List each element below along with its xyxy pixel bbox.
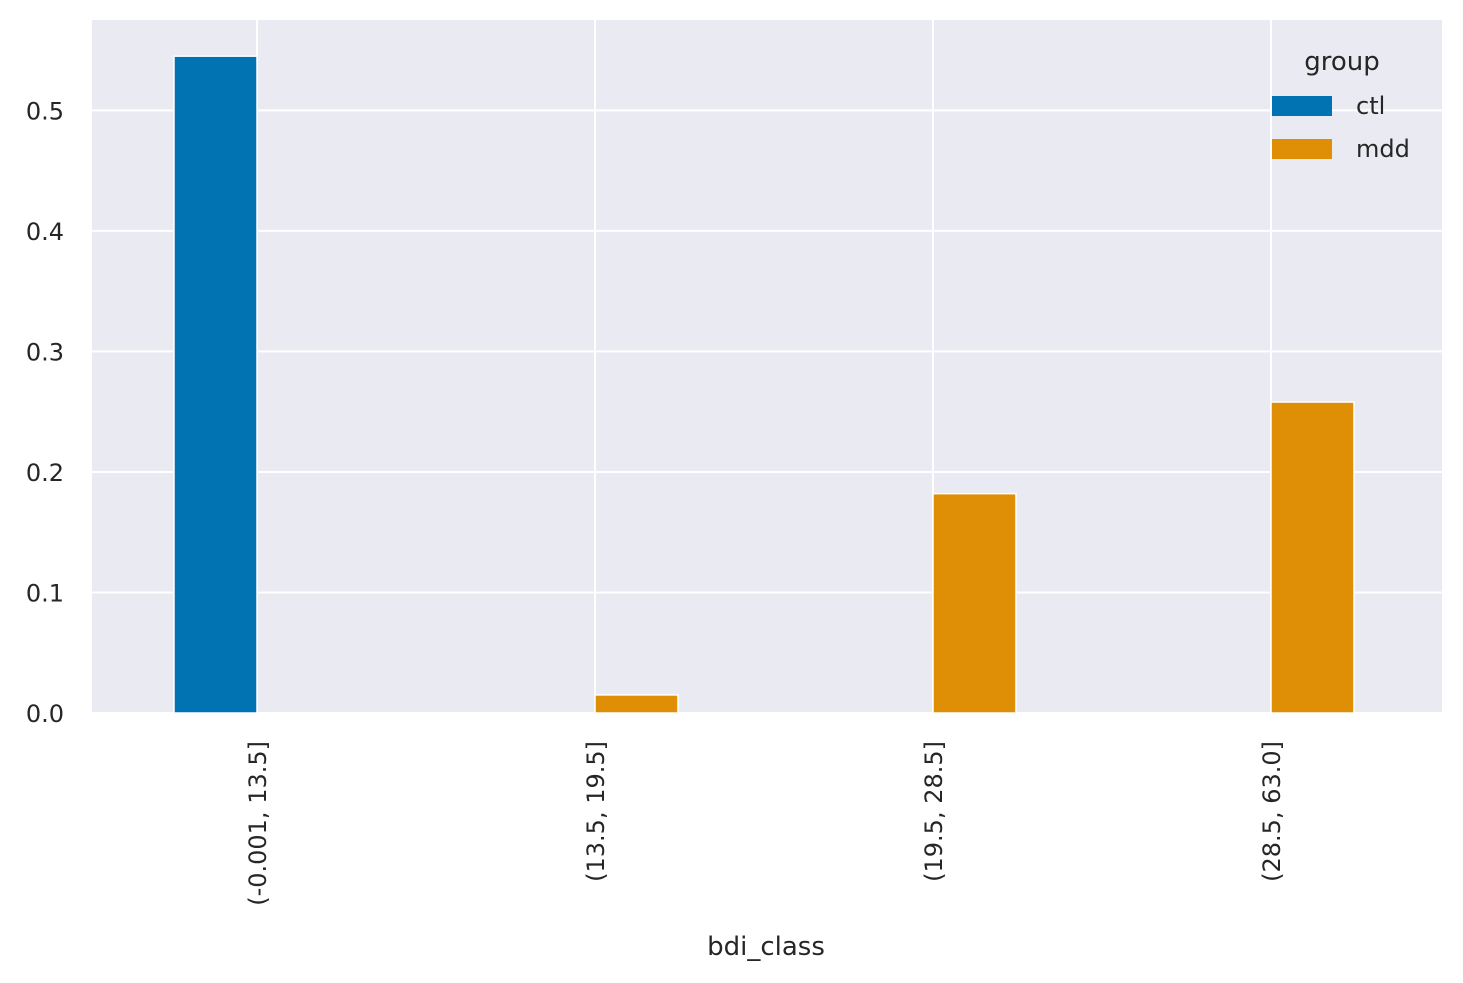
bars: [173, 55, 1355, 714]
legend-title: group: [1304, 47, 1380, 77]
x-tick-label: (13.5, 19.5]: [582, 741, 610, 882]
x-axis-ticks: (-0.001, 13.5] (13.5, 19.5] (19.5, 28.5] (2…: [244, 741, 1286, 906]
legend: group ctl mdd: [1272, 47, 1410, 163]
legend-items: ctl mdd: [1272, 92, 1410, 163]
x-tick-label: (28.5, 63.0]: [1258, 741, 1286, 882]
x-tick-label: (-0.001, 13.5]: [244, 741, 272, 906]
legend-label-mdd: mdd: [1356, 135, 1410, 163]
legend-swatch-mdd: [1272, 139, 1332, 159]
y-tick-label: 0.5: [26, 97, 64, 125]
plot-area: [92, 20, 1442, 713]
bar-mdd-2: [932, 492, 1017, 714]
x-axis-label: bdi_class: [707, 932, 825, 962]
x-tick-label: (19.5, 28.5]: [920, 741, 948, 882]
y-tick-label: 0.4: [26, 218, 64, 246]
y-axis-ticks: 0.0 0.1 0.2 0.3 0.4 0.5: [26, 97, 64, 728]
y-tick-label: 0.1: [26, 579, 64, 607]
legend-swatch-ctl: [1272, 96, 1332, 116]
bar-mdd-1: [594, 694, 679, 714]
bar-mdd-3: [1270, 401, 1355, 714]
bar-ctl-0: [173, 55, 258, 714]
y-tick-label: 0.3: [26, 338, 64, 366]
y-tick-label: 0.2: [26, 459, 64, 487]
legend-label-ctl: ctl: [1356, 92, 1385, 120]
y-tick-label: 0.0: [26, 700, 64, 728]
